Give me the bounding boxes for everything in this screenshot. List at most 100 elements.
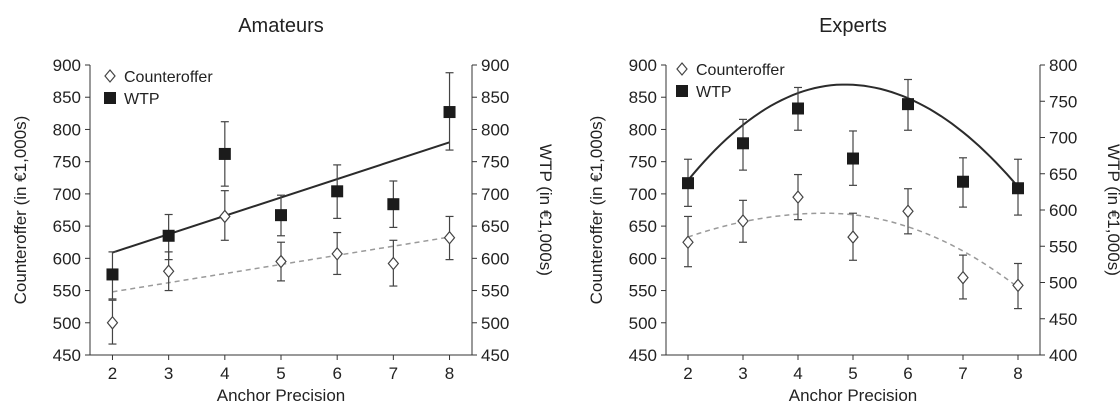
data-point-counteroffer: [387, 256, 400, 271]
y-tick-label-left: 900: [53, 56, 81, 75]
legend-label-counteroffer: Counteroffer: [696, 62, 785, 79]
legend-marker-counteroffer: [104, 69, 116, 83]
data-point-wtp: [682, 177, 694, 190]
y-tick-label-left: 500: [629, 314, 657, 333]
data-point-counteroffer: [682, 235, 694, 250]
y-tick-label-left: 800: [629, 120, 657, 139]
data-point-wtp: [331, 185, 344, 198]
data-point-wtp: [847, 152, 859, 165]
y-tick-label-right: 450: [1049, 310, 1077, 329]
data-point-wtp: [957, 175, 969, 188]
data-point-wtp: [443, 106, 456, 119]
x-tick-label: 3: [738, 364, 747, 383]
y-tick-label-right: 700: [1049, 129, 1077, 148]
data-point-counteroffer: [1012, 278, 1024, 293]
y-tick-label-right: 600: [1049, 201, 1077, 220]
x-tick-label: 4: [793, 364, 802, 383]
x-tick-label: 5: [276, 364, 285, 383]
data-point-counteroffer: [847, 230, 859, 245]
y-tick-label-right: 700: [481, 185, 509, 204]
data-point-counteroffer: [957, 270, 969, 285]
y-tick-label-left: 550: [53, 282, 81, 301]
data-point-wtp: [162, 229, 175, 242]
y-tick-label-right: 800: [481, 120, 509, 139]
data-point-counteroffer: [443, 230, 456, 245]
data-point-counteroffer: [162, 264, 175, 279]
data-point-wtp: [218, 147, 231, 160]
y-axis-title-right: WTP (in €1,000s): [1104, 144, 1120, 276]
legend-label-wtp: WTP: [696, 84, 732, 101]
y-tick-label-left: 600: [53, 249, 81, 268]
y-tick-label-left: 500: [53, 314, 81, 333]
y-tick-label-left: 850: [53, 88, 81, 107]
y-tick-label-left: 750: [53, 153, 81, 172]
legend-label-wtp: WTP: [124, 91, 160, 108]
y-tick-label-right: 550: [481, 282, 509, 301]
y-tick-label-right: 550: [1049, 237, 1077, 256]
data-point-wtp: [737, 137, 749, 150]
legend: Counteroffer WTP: [676, 62, 785, 101]
legend-marker-counteroffer: [676, 62, 688, 76]
x-axis-title: Anchor Precision: [217, 386, 346, 405]
x-axis-title: Anchor Precision: [789, 386, 918, 405]
y-tick-label-right: 750: [1049, 92, 1077, 111]
x-tick-label: 2: [108, 364, 117, 383]
data-point-counteroffer: [792, 190, 804, 205]
data-point-counteroffer: [737, 214, 749, 228]
y-tick-label-left: 700: [53, 185, 81, 204]
data-point-counteroffer: [275, 254, 287, 269]
data-point-wtp: [902, 98, 914, 111]
x-tick-label: 3: [164, 364, 173, 383]
legend-marker-wtp: [676, 85, 688, 97]
y-tick-label-left: 850: [629, 88, 657, 107]
y-tick-label-left: 550: [629, 282, 657, 301]
data-point-counteroffer: [902, 204, 914, 219]
x-tick-label: 7: [958, 364, 967, 383]
y-tick-label-right: 800: [1049, 56, 1077, 75]
x-tick-label: 4: [220, 364, 229, 383]
data-point-wtp: [275, 209, 287, 222]
y-tick-label-left: 900: [629, 56, 657, 75]
legend-marker-wtp: [104, 92, 116, 104]
panel-title: Experts: [819, 15, 887, 37]
data-point-counteroffer: [106, 315, 119, 330]
data-point-counteroffer: [219, 209, 231, 224]
x-tick-label: 7: [389, 364, 398, 383]
y-tick-label-left: 700: [629, 185, 657, 204]
y-tick-label-right: 650: [1049, 165, 1077, 184]
data-point-wtp: [387, 198, 400, 211]
data-point-counteroffer: [331, 246, 343, 261]
panel-title: Amateurs: [238, 15, 324, 37]
y-tick-label-left: 450: [53, 346, 81, 365]
legend: Counteroffer WTP: [104, 69, 213, 108]
y-tick-label-right: 500: [1049, 274, 1077, 293]
y-tick-label-right: 650: [481, 217, 509, 236]
y-tick-label-left: 800: [53, 120, 81, 139]
y-axis-title-left: Counteroffer (in €1,000s): [587, 116, 606, 305]
y-tick-label-right: 850: [481, 88, 509, 107]
y-tick-label-right: 500: [481, 314, 509, 333]
y-tick-label-left: 750: [629, 153, 657, 172]
data-point-wtp: [792, 102, 804, 115]
x-tick-label: 6: [903, 364, 912, 383]
chart-panel-1: Amateurs45050055060065070075080085090045…: [11, 15, 555, 405]
y-tick-label-right: 750: [481, 153, 509, 172]
x-tick-label: 2: [683, 364, 692, 383]
y-tick-label-left: 450: [629, 346, 657, 365]
x-tick-label: 6: [332, 364, 341, 383]
x-tick-label: 5: [848, 364, 857, 383]
data-point-wtp: [106, 268, 119, 281]
y-tick-label-left: 650: [629, 217, 657, 236]
y-tick-label-left: 600: [629, 249, 657, 268]
data-point-wtp: [1012, 182, 1024, 195]
legend-label-counteroffer: Counteroffer: [124, 69, 213, 86]
y-tick-label-left: 650: [53, 217, 81, 236]
x-tick-label: 8: [445, 364, 454, 383]
y-tick-label-right: 600: [481, 249, 509, 268]
y-tick-label-right: 450: [481, 346, 509, 365]
y-tick-label-right: 400: [1049, 346, 1077, 365]
chart-panel-2: Experts 450 500 550 600 650 700 750 800 850 900 400…: [587, 15, 1120, 405]
y-axis-title-left: Counteroffer (in €1,000s): [11, 116, 30, 305]
